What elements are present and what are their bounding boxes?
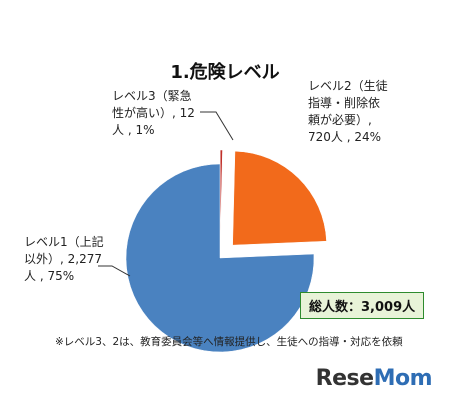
leader-level3 bbox=[200, 111, 234, 141]
label-level3: レベル3（緊急 性が高い）, 12 人 , 1% bbox=[112, 89, 195, 137]
pie-slice-level2 bbox=[232, 150, 327, 246]
footnote: ※レベル3、2は、教育委員会等へ情報提供し、生徒への指導・対応を依頼 bbox=[55, 336, 403, 348]
leader-level1 bbox=[98, 265, 131, 277]
chart-title: 1.危険レベル bbox=[170, 62, 280, 83]
resemom-logo: ReseMom bbox=[315, 366, 433, 391]
total-count-box: 総人数：3,009人 bbox=[300, 292, 425, 319]
leader-lines bbox=[98, 111, 234, 277]
label-level1: レベル1（上記 以外）, 2,277 人 , 75% bbox=[24, 235, 104, 283]
label-level2: レベル2（生徒 指導・削除依 頼が必要）, 720人 , 24% bbox=[308, 79, 388, 144]
pie-slices bbox=[125, 149, 327, 353]
pie-slice-level1 bbox=[125, 163, 315, 353]
pie-slice-level3 bbox=[219, 149, 223, 245]
